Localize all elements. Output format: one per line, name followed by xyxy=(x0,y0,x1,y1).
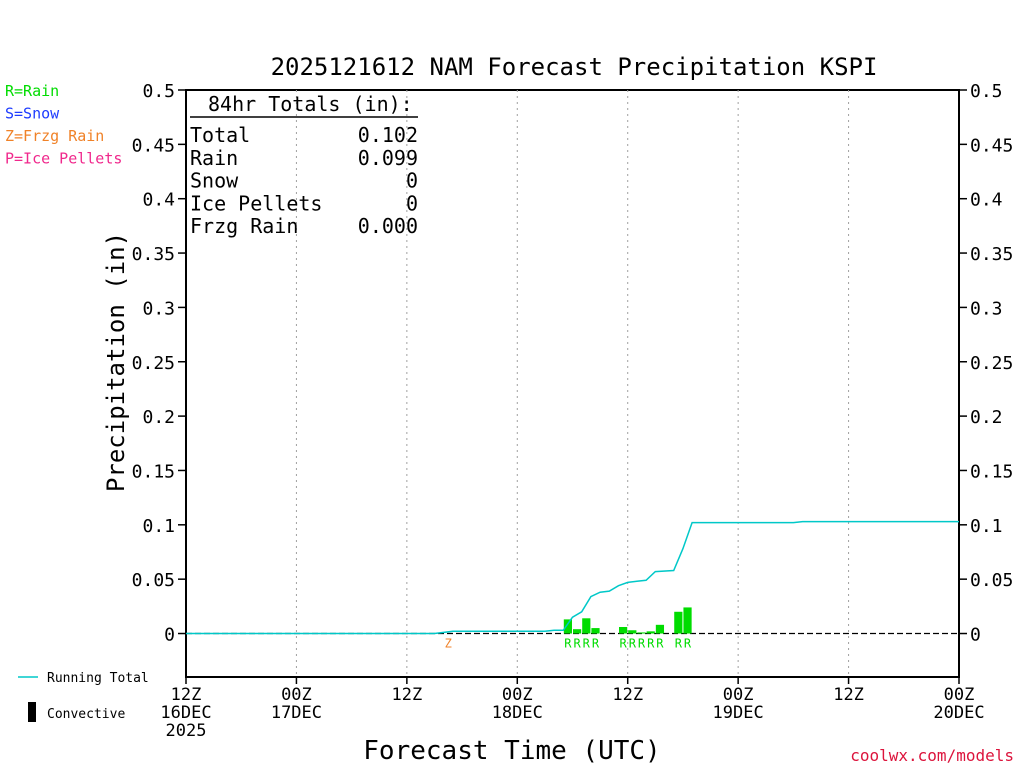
x-tick-label: 19DEC xyxy=(713,703,764,723)
precip-bar xyxy=(674,611,683,634)
y-axis-label: Precipitation (in) xyxy=(102,232,130,492)
totals-row-label: Total xyxy=(190,123,250,147)
ptype-marker: R xyxy=(638,637,646,651)
x-tick-label: 12Z xyxy=(612,685,643,705)
y-tick-label-right: 0.1 xyxy=(970,516,1003,537)
ptype-marker: R xyxy=(684,637,692,651)
y-tick-label-right: 0.45 xyxy=(970,135,1013,156)
y-tick-label-right: 0.35 xyxy=(970,244,1013,265)
y-tick-label-left: 0.5 xyxy=(142,81,175,102)
totals-heading: 84hr Totals (in): xyxy=(208,92,413,116)
y-tick-label-right: 0.25 xyxy=(970,353,1013,374)
y-tick-label-left: 0.45 xyxy=(132,135,175,156)
precip-bars xyxy=(563,607,692,634)
y-tick-label-right: 0.15 xyxy=(970,461,1013,482)
y-tick-label-left: 0.15 xyxy=(132,461,175,482)
totals-row-value: 0.000 xyxy=(358,214,418,238)
precip-bar xyxy=(573,629,582,634)
precip-bar xyxy=(582,618,591,634)
totals-row-value: 0 xyxy=(406,191,418,215)
precip-bar xyxy=(563,619,572,634)
y-axis-left: 0 0.05 0.1 0.15 0.2 0.25 0.3 0.35 0.4 0.45 0.5 xyxy=(132,81,186,646)
y-tick-label-left: 0.05 xyxy=(132,570,175,591)
y-tick-label-left: 0.2 xyxy=(142,407,175,428)
legend-item: Z=Frzg Rain xyxy=(5,127,104,145)
precip-bar xyxy=(655,624,665,634)
y-tick-label-right: 0 xyxy=(970,625,981,646)
chart-title: 2025121612 NAM Forecast Precipitation KS… xyxy=(271,53,878,81)
x-tick-label: 17DEC xyxy=(271,703,322,723)
credit-text: coolwx.com/models xyxy=(850,746,1014,765)
y-tick-label-right: 0.2 xyxy=(970,407,1003,428)
x-tick-label: 18DEC xyxy=(492,703,543,723)
ptype-marker: R xyxy=(647,637,655,651)
x-tick-label: 20DEC xyxy=(933,703,984,723)
gridlines xyxy=(295,90,850,677)
plot-area xyxy=(185,89,960,678)
legend-item: P=Ice Pellets xyxy=(5,150,122,168)
totals-box: 84hr Totals (in): Total 0.102 Rain 0.099 Sno… xyxy=(190,92,418,238)
totals-row-label: Snow xyxy=(190,169,239,193)
precip-bar xyxy=(683,607,692,634)
y-tick-label-left: 0.4 xyxy=(142,190,175,211)
totals-row-label: Ice Pellets xyxy=(190,191,322,215)
running-total-line xyxy=(186,520,959,635)
x-axis-label: Forecast Time (UTC) xyxy=(363,736,660,766)
precip-bar xyxy=(628,630,637,634)
ptype-marker: R xyxy=(564,637,572,651)
totals-row-value: 0.099 xyxy=(358,146,418,170)
precip-bar xyxy=(637,632,646,634)
y-tick-label-left: 0 xyxy=(164,625,175,646)
totals-row-value: 0 xyxy=(406,169,418,193)
y-tick-label-right: 0.4 xyxy=(970,190,1003,211)
y-axis-right: 0 0.05 0.1 0.15 0.2 0.25 0.3 0.35 0.4 0.45 0.5 xyxy=(959,81,1013,646)
y-tick-label-left: 0.35 xyxy=(132,244,175,265)
y-tick-label-left: 0.3 xyxy=(142,298,175,319)
convective-legend-label: Convective xyxy=(47,707,125,722)
x-tick-label: 12Z xyxy=(833,685,864,705)
x-tick-label: 00Z xyxy=(944,685,975,705)
x-tick-label: 12Z xyxy=(391,685,422,705)
ptype-marker: R xyxy=(675,637,683,651)
x-tick-label: 00Z xyxy=(502,685,533,705)
running-total-legend-label: Running Total xyxy=(47,671,149,686)
ptype-marker: R xyxy=(573,637,581,651)
x-tick-label: 00Z xyxy=(281,685,312,705)
totals-row-label: Rain xyxy=(190,146,238,170)
precip-bar xyxy=(591,628,600,634)
ptype-legend: R=Rain S=Snow Z=Frzg Rain P=Ice Pellets xyxy=(5,82,122,168)
y-tick-label-left: 0.1 xyxy=(142,516,175,537)
legend-item: R=Rain xyxy=(5,82,59,100)
precip-bar xyxy=(646,631,655,634)
x-tick-label: 16DEC xyxy=(160,703,211,723)
ptype-marker: R xyxy=(629,637,637,651)
totals-row-label: Frzg Rain xyxy=(190,214,298,238)
ptype-marker: R xyxy=(583,637,591,651)
x-tick-label: 00Z xyxy=(723,685,754,705)
totals-row-value: 0.102 xyxy=(358,123,418,147)
convective-legend-swatch xyxy=(28,702,36,722)
running-total-series xyxy=(186,520,959,635)
x-tick-label: 2025 xyxy=(166,721,207,741)
ptype-marker: R xyxy=(619,637,627,651)
y-tick-label-right: 0.5 xyxy=(970,81,1003,102)
ptype-marker: R xyxy=(656,637,664,651)
x-tick-label: 12Z xyxy=(171,685,202,705)
bottom-legend: Running Total Convective xyxy=(18,671,149,722)
legend-item: S=Snow xyxy=(5,105,60,123)
ptype-marker: R xyxy=(592,637,600,651)
y-tick-label-right: 0.05 xyxy=(970,570,1013,591)
y-tick-label-left: 0.25 xyxy=(132,353,175,374)
precip-bar xyxy=(619,626,628,634)
y-tick-label-right: 0.3 xyxy=(970,298,1003,319)
ptype-marker: Z xyxy=(445,637,452,651)
